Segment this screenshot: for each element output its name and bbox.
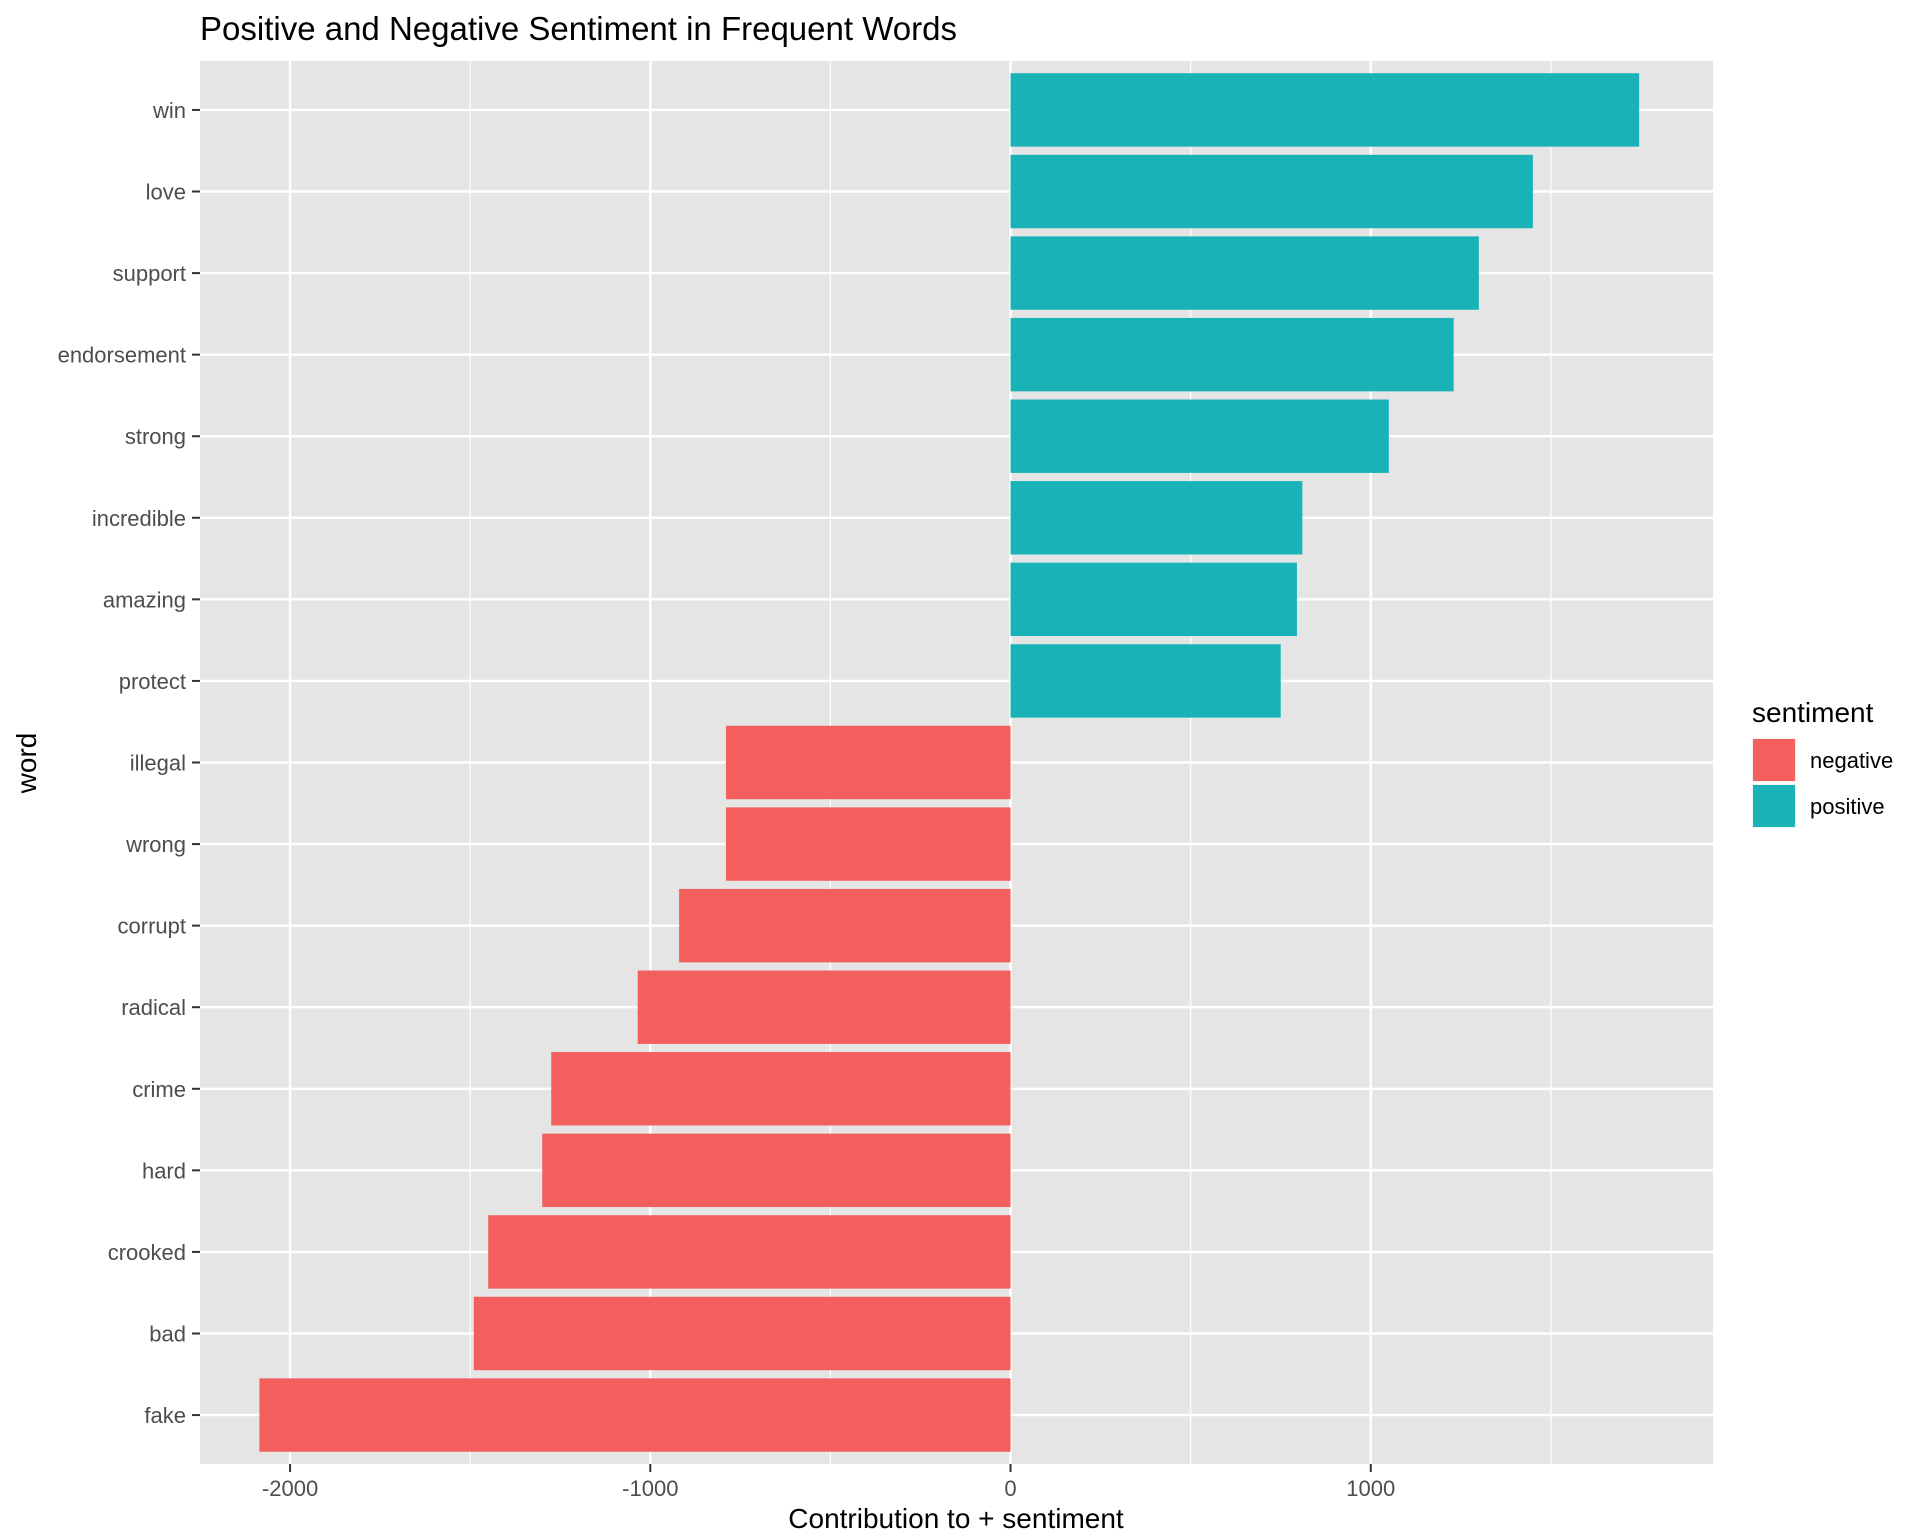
y-tick-label: protect: [119, 669, 186, 694]
bar-support: [1010, 236, 1479, 310]
legend-swatch-negative: [1753, 739, 1795, 781]
axes: win love support endorsement strong incredibl…: [58, 98, 1396, 1501]
y-tick-label: strong: [125, 424, 186, 449]
x-tick-label: 1000: [1346, 1476, 1395, 1501]
y-tick-label: love: [146, 180, 186, 205]
bar-crime: [551, 1052, 1011, 1126]
bar-radical: [637, 970, 1011, 1044]
y-tick-label: corrupt: [118, 914, 186, 939]
legend-label-positive: positive: [1810, 794, 1885, 819]
y-tick-label: amazing: [103, 587, 186, 612]
y-tick-label: illegal: [130, 751, 186, 776]
y-tick-label: bad: [149, 1321, 186, 1346]
legend-title: sentiment: [1752, 697, 1874, 728]
legend-label-negative: negative: [1810, 748, 1893, 773]
x-tick-label: -2000: [262, 1476, 318, 1501]
x-axis-title: Contribution to + sentiment: [788, 1503, 1124, 1534]
bar-bad: [473, 1296, 1011, 1371]
bar-corrupt: [679, 888, 1011, 963]
x-tick-label: -1000: [622, 1476, 678, 1501]
y-tick-label: incredible: [92, 506, 186, 531]
bar-crooked: [488, 1215, 1011, 1289]
bar-fake: [259, 1378, 1011, 1452]
legend-swatch-positive: [1753, 785, 1795, 827]
y-tick-label: support: [113, 261, 186, 286]
bar-wrong: [725, 807, 1011, 881]
x-tick-label: 0: [1004, 1476, 1016, 1501]
y-tick-label: hard: [142, 1158, 186, 1183]
bars: [259, 73, 1640, 1452]
bar-protect: [1010, 644, 1281, 718]
y-tick-label: endorsement: [58, 343, 186, 368]
bar-incredible: [1010, 481, 1303, 555]
legend: sentiment negative positive: [1752, 697, 1893, 828]
y-tick-label: crooked: [108, 1240, 186, 1265]
y-tick-label: radical: [121, 995, 186, 1020]
y-axis-title: word: [11, 733, 42, 795]
y-tick-label: wrong: [125, 832, 186, 857]
bar-hard: [542, 1133, 1011, 1208]
y-tick-label: fake: [144, 1403, 186, 1428]
bar-win: [1010, 73, 1640, 147]
y-tick-label: win: [152, 98, 186, 123]
bar-amazing: [1010, 562, 1297, 637]
y-tick-label: crime: [132, 1077, 186, 1102]
chart-title: Positive and Negative Sentiment in Frequ…: [200, 10, 957, 47]
bar-strong: [1010, 399, 1389, 473]
bar-illegal: [725, 725, 1011, 800]
bar-endorsement: [1010, 317, 1454, 392]
bar-love: [1010, 154, 1533, 229]
